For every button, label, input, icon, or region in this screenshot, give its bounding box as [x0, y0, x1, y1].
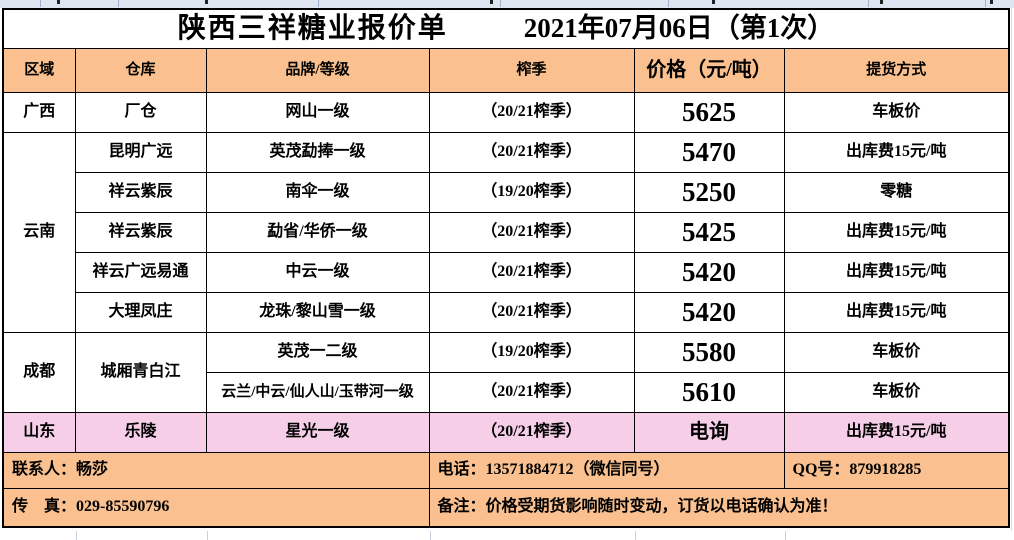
qq-cell: QQ号：879918285 — [783, 452, 1010, 489]
warehouse-cell: 祥云广远易通 — [74, 252, 207, 293]
season-cell: （19/20榨季） — [428, 172, 635, 213]
pickup-cell: 车板价 — [783, 332, 1010, 373]
pickup-cell: 车板价 — [783, 372, 1010, 413]
brand-cell: 网山一级 — [205, 92, 430, 133]
grid-line — [40, 0, 41, 7]
season-cell: （20/21榨季） — [428, 292, 635, 333]
sheet-bottom-edge — [0, 531, 1014, 540]
col-header-region: 区域 — [2, 48, 76, 93]
warehouse-cell: 厂仓 — [74, 92, 207, 133]
phone-cell: 电话：13571884712（微信同号） — [428, 452, 785, 489]
grid-tick — [490, 0, 493, 4]
price-cell: 5420 — [633, 252, 785, 293]
brand-cell: 云兰/中云/仙人山/玉带河一级 — [205, 372, 430, 413]
grid-line — [318, 0, 319, 7]
brand-cell: 中云一级 — [205, 252, 430, 293]
price-cell: 5610 — [633, 372, 785, 413]
grid-tick — [880, 0, 883, 4]
price-cell: 电询 — [633, 412, 785, 453]
region-cell: 成都 — [2, 332, 76, 413]
table-row: 祥云紫辰 勐省/华侨一级 （20/21榨季） 5425 出库费15元/吨 — [3, 212, 1010, 253]
grid-line — [785, 531, 786, 540]
price-cell: 5580 — [633, 332, 785, 373]
region-cell: 山东 — [2, 412, 76, 453]
table-row: 云兰/中云/仙人山/玉带河一级 （20/21榨季） 5610 车板价 — [3, 372, 1010, 413]
grid-line — [207, 531, 208, 540]
grid-line — [430, 531, 431, 540]
warehouse-cell: 祥云紫辰 — [74, 212, 207, 253]
footer-row: 传 真：029-85590796 备注：价格受期货影响随时变动，订货以电话确认为… — [2, 488, 1010, 527]
col-header-warehouse: 仓库 — [74, 48, 207, 93]
sheet-top-edge — [0, 0, 1014, 8]
pickup-cell: 出库费15元/吨 — [783, 292, 1010, 333]
pickup-cell: 出库费15元/吨 — [783, 132, 1010, 173]
note-cell: 备注：价格受期货影响随时变动，订货以电话确认为准！ — [428, 488, 1010, 527]
col-header-pickup: 提货方式 — [783, 48, 1010, 93]
grid-line — [76, 531, 77, 540]
pickup-cell: 出库费15元/吨 — [783, 412, 1010, 453]
title-cell: 陕西三祥糖业报价单 2021年07月06日（第1次） — [2, 8, 1010, 49]
season-cell: （20/21榨季） — [428, 92, 635, 133]
season-cell: （19/20榨季） — [428, 332, 635, 373]
grid-tick — [205, 0, 208, 4]
grid-line — [635, 531, 636, 540]
grid-line — [985, 0, 986, 7]
price-cell: 5425 — [633, 212, 785, 253]
table-row-highlighted: 山东 乐陵 星光一级 （20/21榨季） 电询 出库费15元/吨 — [2, 412, 1010, 453]
col-header-price: 价格（元/吨） — [633, 48, 785, 93]
pickup-cell: 出库费15元/吨 — [783, 252, 1010, 293]
table-row: 祥云紫辰 南伞一级 （19/20榨季） 5250 零糖 — [3, 172, 1010, 213]
season-cell: （20/21榨季） — [428, 412, 635, 453]
table-row: 成都 城厢青白江 英茂一二级 （19/20榨季） 5580 车板价 — [2, 332, 1010, 413]
sheet-title: 陕西三祥糖业报价单 — [177, 12, 448, 44]
season-cell: （20/21榨季） — [428, 132, 635, 173]
grid-tick — [57, 0, 60, 4]
grid-line — [868, 0, 869, 7]
price-table: 陕西三祥糖业报价单 2021年07月06日（第1次） 区域 仓库 品牌/等级 榨… — [2, 8, 1011, 528]
header-row: 区域 仓库 品牌/等级 榨季 价格（元/吨） 提货方式 — [2, 48, 1010, 93]
warehouse-cell: 城厢青白江 — [74, 332, 207, 413]
price-cell: 5470 — [633, 132, 785, 173]
brand-cell: 龙珠/黎山雪一级 — [205, 292, 430, 333]
warehouse-cell: 大理凤庄 — [74, 292, 207, 333]
table-row: 广西 厂仓 网山一级 （20/21榨季） 5625 车板价 — [2, 92, 1010, 133]
pickup-cell: 车板价 — [783, 92, 1010, 133]
price-cell: 5250 — [633, 172, 785, 213]
brand-cell: 星光一级 — [205, 412, 430, 453]
contact-person-cell: 联系人：畅莎 — [2, 452, 430, 489]
grid-tick — [712, 0, 715, 4]
footer-row: 联系人：畅莎 电话：13571884712（微信同号） QQ号：87991828… — [2, 452, 1010, 489]
region-cell: 云南 — [2, 132, 76, 333]
brand-cell: 英茂勐捧一级 — [205, 132, 430, 173]
warehouse-cell: 祥云紫辰 — [74, 172, 207, 213]
season-cell: （20/21榨季） — [428, 212, 635, 253]
price-cell: 5420 — [633, 292, 785, 333]
col-header-season: 榨季 — [428, 48, 635, 93]
sheet-date: 2021年07月06日（第1次） — [523, 13, 835, 44]
pickup-cell: 零糖 — [783, 172, 1010, 213]
table-row: 云南 昆明广远 英茂勐捧一级 （20/21榨季） 5470 出库费15元/吨 — [2, 132, 1010, 333]
region-cell: 广西 — [2, 92, 76, 133]
warehouse-cell: 乐陵 — [74, 412, 207, 453]
brand-cell: 英茂一二级 — [205, 332, 430, 373]
pickup-cell: 出库费15元/吨 — [783, 212, 1010, 253]
table-row: 祥云广远易通 中云一级 （20/21榨季） 5420 出库费15元/吨 — [3, 252, 1010, 293]
grid-line — [668, 0, 669, 7]
title-row: 陕西三祥糖业报价单 2021年07月06日（第1次） — [2, 8, 1010, 49]
col-header-brand: 品牌/等级 — [205, 48, 430, 93]
grid-line — [118, 0, 119, 7]
price-cell: 5625 — [633, 92, 785, 133]
fax-cell: 传 真：029-85590796 — [2, 488, 430, 527]
warehouse-cell: 昆明广远 — [74, 132, 207, 173]
sheet-right-gridline — [1011, 8, 1012, 540]
brand-cell: 南伞一级 — [205, 172, 430, 213]
season-cell: （20/21榨季） — [428, 252, 635, 293]
season-cell: （20/21榨季） — [428, 372, 635, 413]
table-row: 大理凤庄 龙珠/黎山雪一级 （20/21榨季） 5420 出库费15元/吨 — [3, 292, 1010, 333]
brand-cell: 勐省/华侨一级 — [205, 212, 430, 253]
grid-line — [500, 0, 501, 7]
grid-tick — [990, 0, 993, 4]
